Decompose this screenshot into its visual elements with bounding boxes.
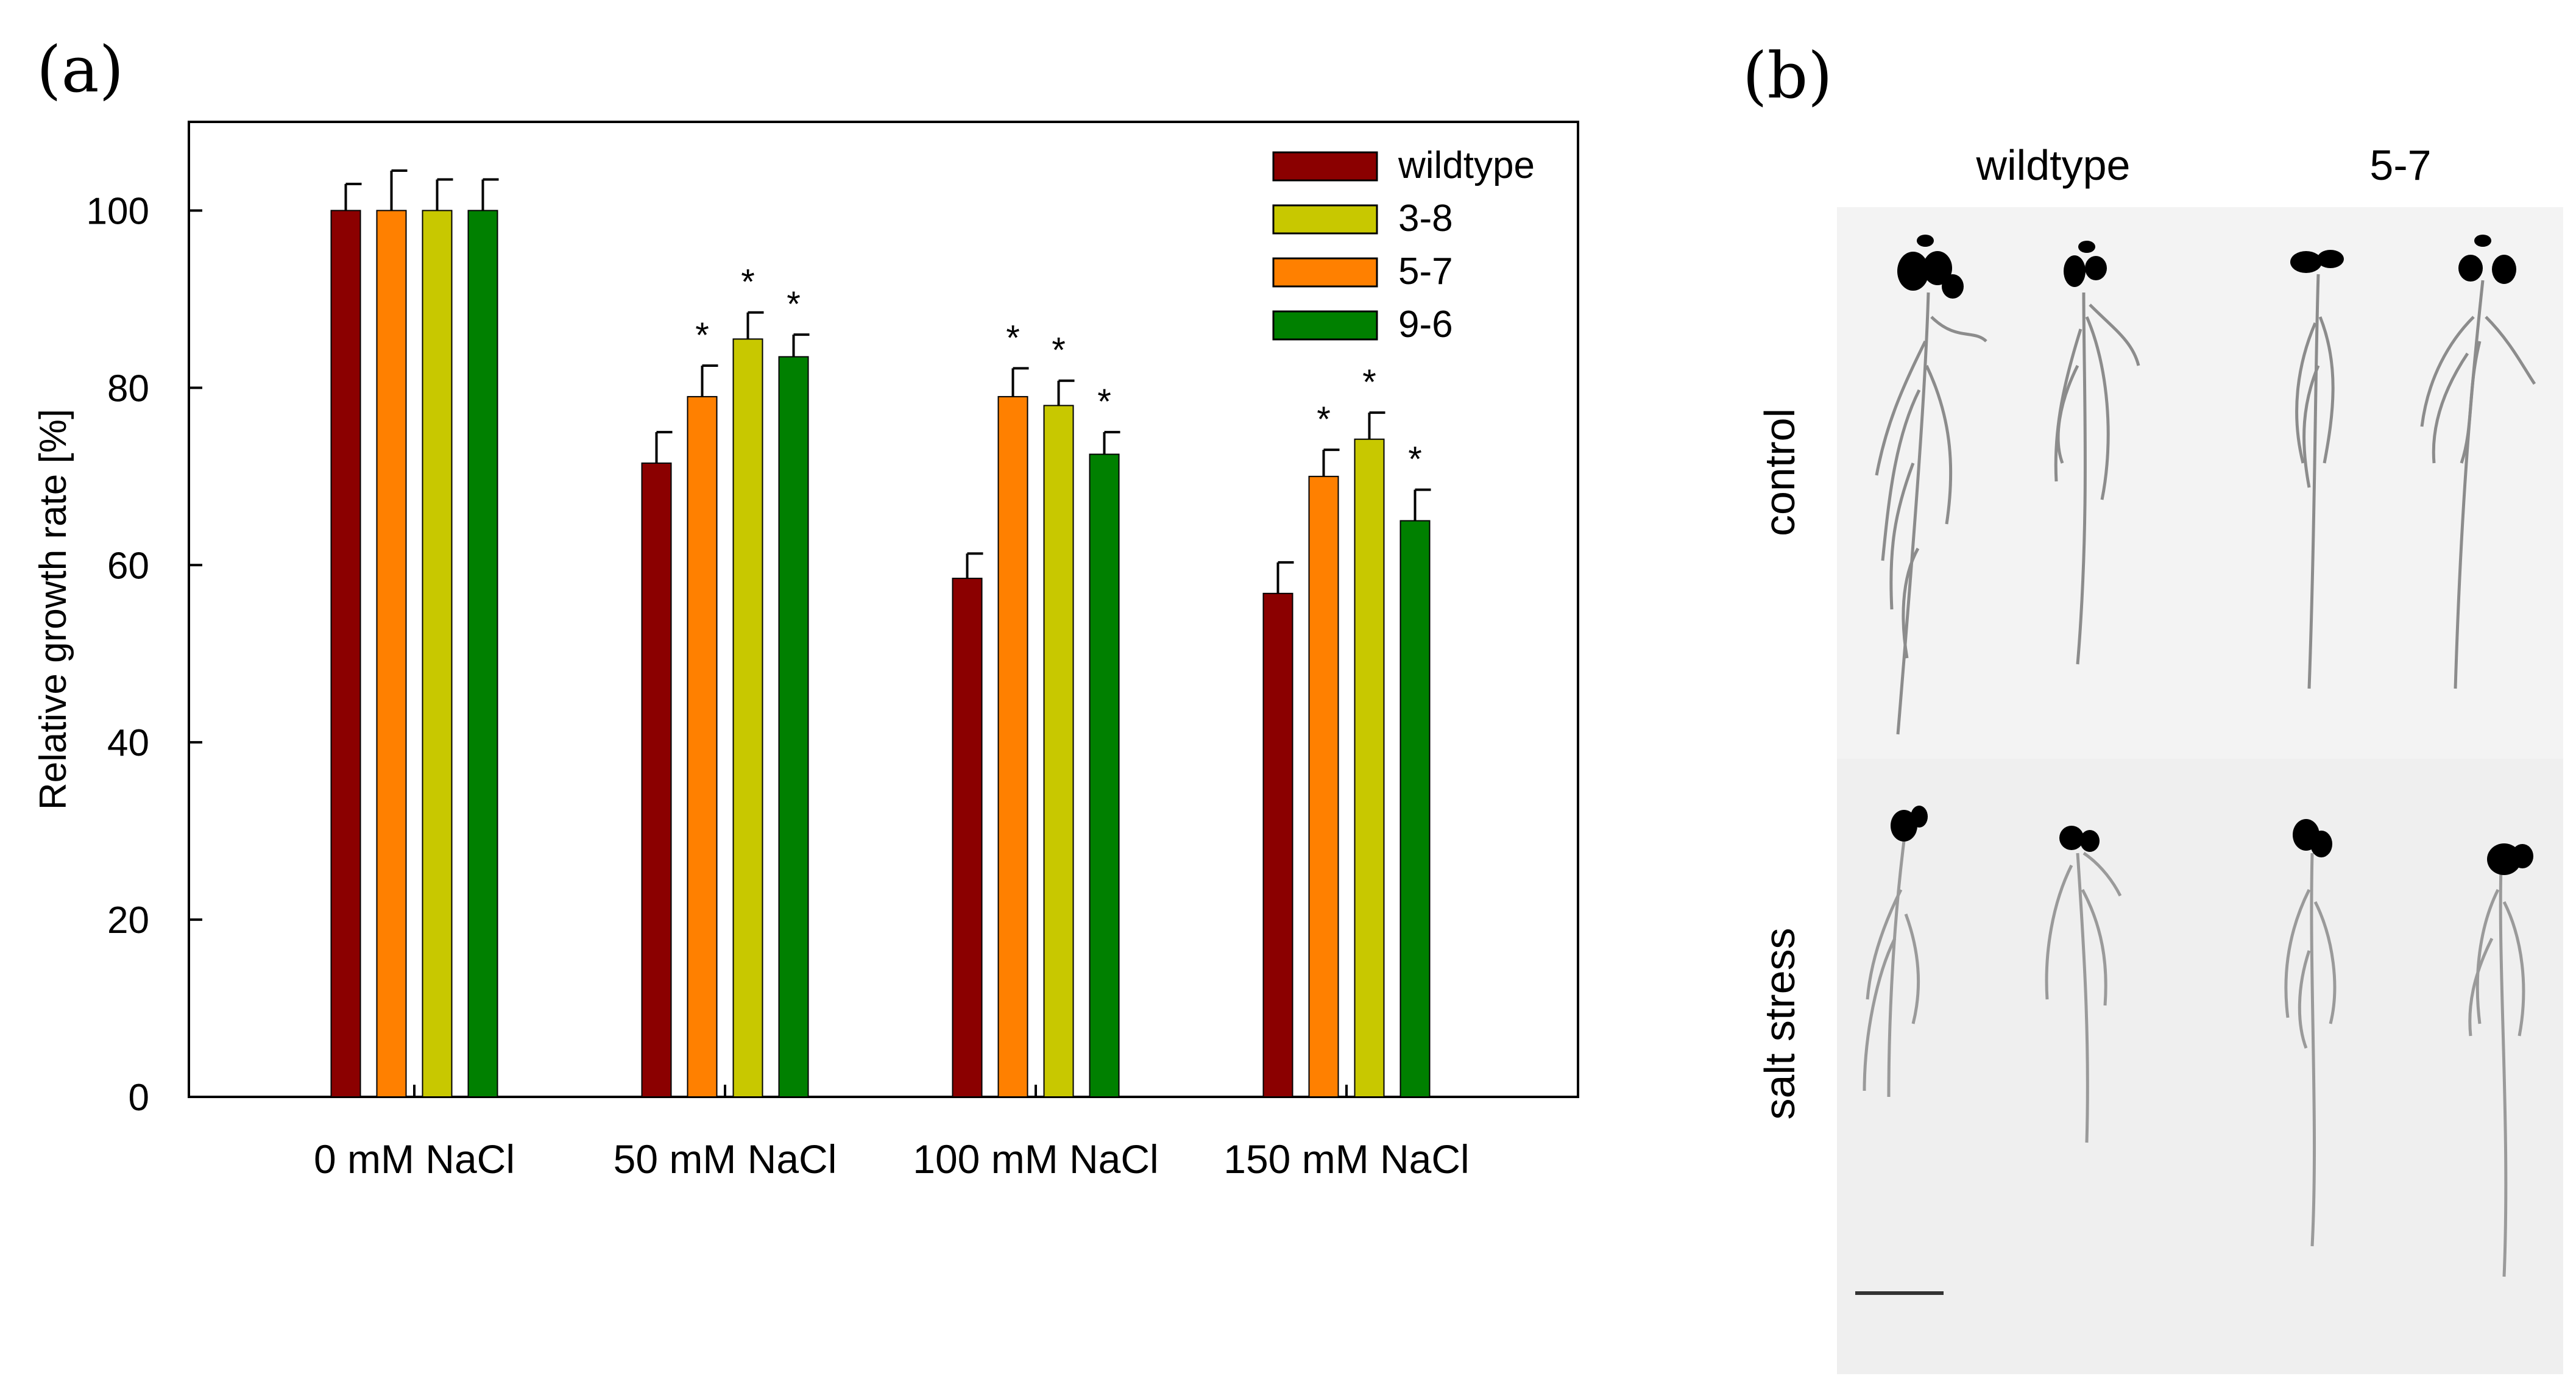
panel-a-label: (a) bbox=[37, 32, 124, 107]
legend-label-9-6: 9-6 bbox=[1398, 303, 1453, 346]
significance-star: * bbox=[1362, 363, 1376, 402]
bar-3-8-1 bbox=[732, 338, 763, 1097]
seedling-salt-5-7-1 bbox=[2284, 853, 2337, 1247]
y-axis: 0 20 40 60 80 100 bbox=[87, 190, 202, 1119]
significance-star: * bbox=[695, 316, 709, 355]
x-category-label: 150 mM NaCl bbox=[1223, 1136, 1469, 1182]
bar-wildtype-3 bbox=[1262, 592, 1293, 1097]
seedling-salt-wildtype-1 bbox=[1863, 840, 1920, 1097]
y-tick-label: 0 bbox=[129, 1077, 149, 1119]
salt-stress-photo bbox=[1837, 759, 2563, 1374]
significance-star: * bbox=[1097, 382, 1111, 422]
row-label-control: control bbox=[1756, 408, 1803, 536]
seedling-control-wildtype-2 bbox=[2054, 292, 2140, 665]
legend-swatch-wildtype bbox=[1272, 151, 1378, 182]
legend-label-wildtype: wildtype bbox=[1398, 144, 1535, 186]
y-tick-label: 80 bbox=[107, 367, 149, 410]
bar-wildtype-1 bbox=[641, 463, 672, 1097]
bar-wildtype-2 bbox=[952, 578, 983, 1097]
seedling-control-5-7-1 bbox=[2295, 274, 2335, 689]
bar-5-7-0 bbox=[376, 210, 407, 1097]
legend-swatch-9-6 bbox=[1272, 310, 1378, 341]
seedling-salt-wildtype-2 bbox=[2045, 851, 2122, 1143]
significance-star: * bbox=[1006, 318, 1020, 358]
y-tick-label: 60 bbox=[107, 545, 149, 587]
plot-frame bbox=[188, 121, 1579, 1098]
legend-label-3-8: 3-8 bbox=[1398, 197, 1453, 239]
seedling-photo-panel: wildtype 5-7 control salt stress bbox=[1756, 141, 2563, 1374]
legend: wildtype 3-8 5-7 9-6 bbox=[1272, 144, 1535, 346]
x-axis: 0 mM NaCl 50 mM NaCl 100 mM NaCl 150 mM NaC… bbox=[314, 1085, 1470, 1182]
y-tick-label: 20 bbox=[107, 899, 149, 941]
control-leaves bbox=[1897, 235, 2516, 299]
y-axis-label: Relative growth rate [%] bbox=[32, 409, 74, 810]
legend-swatch-5-7 bbox=[1272, 257, 1378, 288]
bar-chart: 0 20 40 60 80 100 * * * * * * * * * 0 mM NaCl 50 mM Na… bbox=[32, 121, 1579, 1182]
y-tick-label: 40 bbox=[107, 722, 149, 764]
significance-star: * bbox=[787, 285, 801, 324]
bar-series: * * * * * * * * * bbox=[330, 169, 1431, 1098]
bar-wildtype-0 bbox=[330, 210, 361, 1097]
salt-leaves bbox=[1891, 806, 2533, 875]
seedling-control-wildtype-1 bbox=[1875, 292, 1987, 735]
legend-label-5-7: 5-7 bbox=[1398, 250, 1453, 293]
bar-9-6-2 bbox=[1089, 453, 1120, 1097]
panel-b-label: (b) bbox=[1743, 38, 1833, 113]
bar-3-8-0 bbox=[422, 210, 453, 1097]
significance-star: * bbox=[741, 263, 755, 302]
y-tick-label: 100 bbox=[87, 190, 149, 232]
significance-star: * bbox=[1317, 400, 1331, 439]
seedling-control-5-7-2 bbox=[2420, 280, 2536, 689]
bar-9-6-0 bbox=[467, 210, 498, 1097]
significance-star: * bbox=[1408, 440, 1422, 480]
significance-star: * bbox=[1052, 331, 1066, 371]
seedling-salt-5-7-2 bbox=[2468, 865, 2525, 1277]
legend-swatch-3-8 bbox=[1272, 204, 1378, 235]
x-category-label: 100 mM NaCl bbox=[913, 1136, 1158, 1182]
bar-5-7-1 bbox=[687, 395, 718, 1098]
bar-3-8-2 bbox=[1043, 405, 1074, 1097]
column-label-wildtype: wildtype bbox=[1976, 141, 2131, 189]
column-label-5-7: 5-7 bbox=[2369, 141, 2431, 189]
row-label-salt-stress: salt stress bbox=[1756, 927, 1803, 1119]
x-category-label: 50 mM NaCl bbox=[614, 1136, 837, 1182]
control-seedlings bbox=[1875, 274, 2536, 735]
salt-seedlings bbox=[1863, 840, 2525, 1277]
bar-9-6-3 bbox=[1399, 520, 1431, 1097]
bar-5-7-2 bbox=[997, 395, 1028, 1098]
control-photo bbox=[1837, 207, 2563, 759]
bar-5-7-3 bbox=[1308, 475, 1339, 1097]
x-category-label: 0 mM NaCl bbox=[314, 1136, 515, 1182]
bar-9-6-1 bbox=[778, 356, 809, 1097]
bar-3-8-3 bbox=[1354, 438, 1385, 1097]
